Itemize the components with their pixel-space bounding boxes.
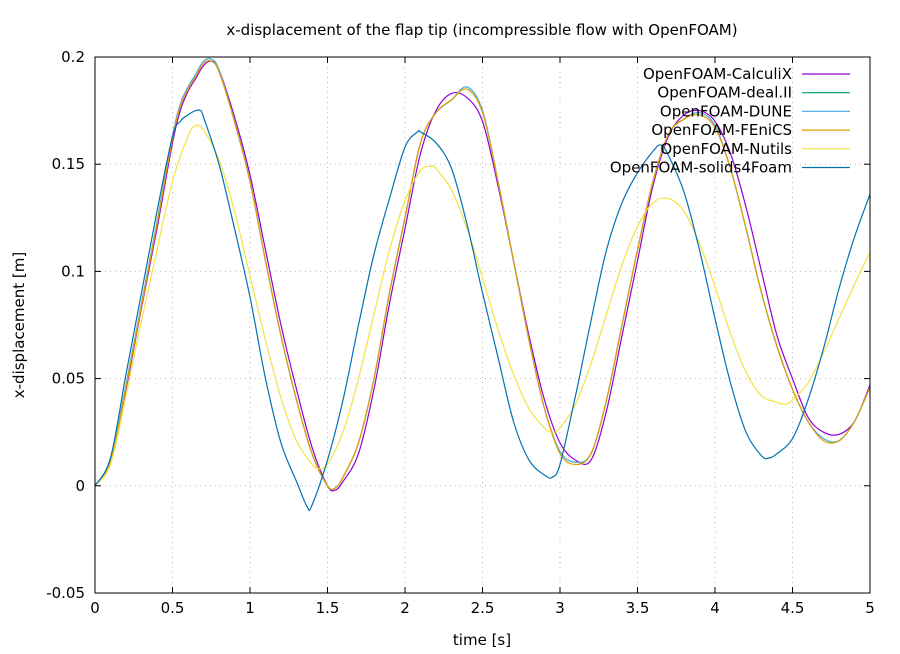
legend-label-openfoam-nutils: OpenFOAM-Nutils [660, 140, 792, 158]
legend-label-openfoam-deal-ii: OpenFOAM-deal.II [657, 84, 792, 102]
axis-ticks [94, 56, 871, 594]
legend-label-openfoam-calculix: OpenFOAM-CalculiX [643, 65, 792, 83]
x-tick-label: 5 [865, 599, 875, 617]
y-tick-label: -0.05 [46, 584, 85, 602]
x-axis-label: time [s] [453, 631, 511, 649]
x-tick-label: 1.5 [316, 599, 340, 617]
x-tick-label: 2.5 [471, 599, 495, 617]
x-tick-label: 0.5 [161, 599, 185, 617]
y-tick-label: 0.15 [52, 155, 85, 173]
legend: OpenFOAM-CalculiXOpenFOAM-deal.IIOpenFOA… [610, 65, 850, 177]
grid-lines [95, 57, 870, 593]
series-line-openfoam-calculix [94, 60, 871, 492]
y-tick-label: 0.1 [61, 262, 85, 280]
y-tick-label: 0.05 [52, 370, 85, 388]
x-tick-labels: 0 0.5 1 1.5 2 2.5 3 3.5 4 4.5 5 [90, 599, 875, 617]
x-tick-label: 4 [710, 599, 720, 617]
chart-title: x-displacement of the flap tip (incompre… [226, 21, 737, 39]
x-tick-label: 0 [90, 599, 100, 617]
x-tick-label: 1 [245, 599, 255, 617]
x-tick-label: 3 [555, 599, 565, 617]
x-tick-label: 3.5 [626, 599, 650, 617]
series-line-openfoam-nutils [94, 124, 871, 487]
y-tick-label: 0.2 [61, 48, 85, 66]
x-tick-label: 4.5 [781, 599, 805, 617]
y-tick-label: 0 [75, 477, 85, 495]
series-lines [94, 57, 871, 512]
legend-label-openfoam-dune: OpenFOAM-DUNE [660, 102, 792, 120]
legend-label-openfoam-solids4foam: OpenFOAM-solids4Foam [610, 159, 792, 177]
y-tick-labels: -0.05 0 0.05 0.1 0.15 0.2 [46, 48, 85, 602]
legend-label-openfoam-fenics: OpenFOAM-FEniCS [651, 121, 792, 139]
x-tick-label: 2 [400, 599, 410, 617]
y-axis-label: x-displacement [m] [10, 252, 28, 398]
series-line-openfoam-solids4foam [94, 109, 871, 512]
series-line-openfoam-fenics [94, 60, 871, 491]
